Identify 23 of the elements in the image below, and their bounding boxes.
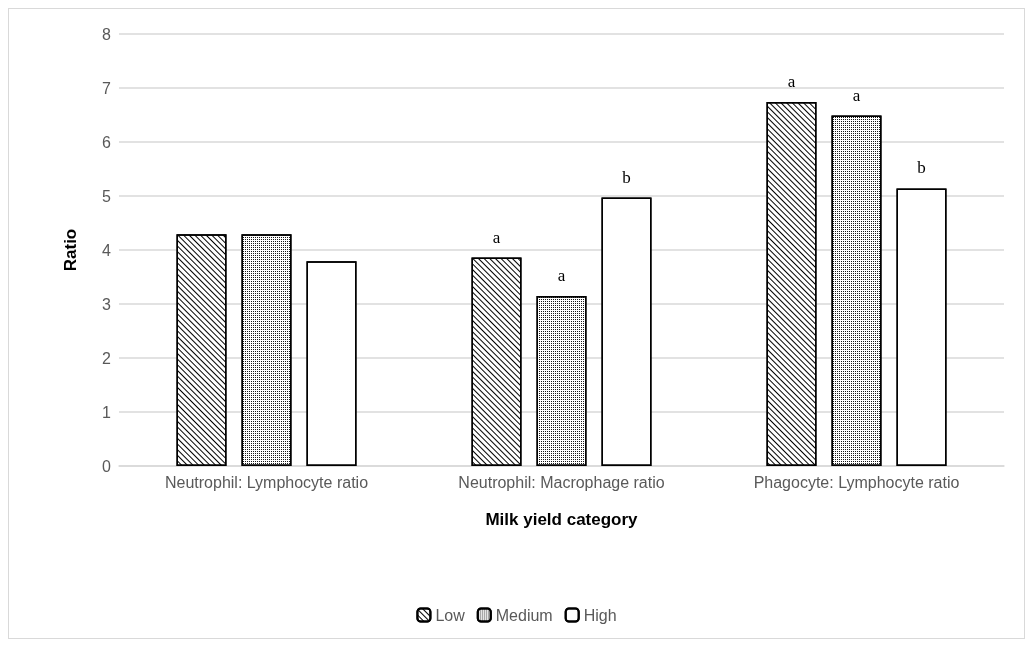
legend-label: High	[583, 606, 617, 624]
y-tick-label: 8	[102, 25, 112, 43]
data-label: b	[622, 167, 631, 187]
data-label: b	[917, 158, 926, 178]
x-axis-title: Milk yield category	[485, 510, 639, 529]
data-label: a	[787, 72, 796, 92]
y-tick-label: 5	[102, 187, 112, 205]
y-tick-label: 6	[102, 133, 112, 151]
y-tick-label: 4	[102, 241, 112, 259]
y-tick-label: 3	[102, 295, 112, 313]
data-label: a	[557, 265, 566, 285]
data-label: a	[492, 227, 501, 247]
y-tick-label: 0	[102, 457, 112, 475]
legend-label: Medium	[495, 606, 553, 624]
x-tick-label: Neutrophil: Lymphocyte ratio	[164, 473, 369, 491]
x-tick-label: Phagocyte: Lymphocyte ratio	[753, 473, 960, 491]
y-axis-title: Ratio	[61, 228, 80, 272]
x-tick-label: Neutrophil: Macrophage ratio	[458, 473, 665, 491]
data-label: a	[852, 85, 861, 105]
y-tick-label: 1	[102, 403, 112, 421]
legend-label: Low	[435, 606, 466, 624]
y-tick-label: 7	[102, 79, 112, 97]
y-tick-label: 2	[102, 349, 112, 367]
